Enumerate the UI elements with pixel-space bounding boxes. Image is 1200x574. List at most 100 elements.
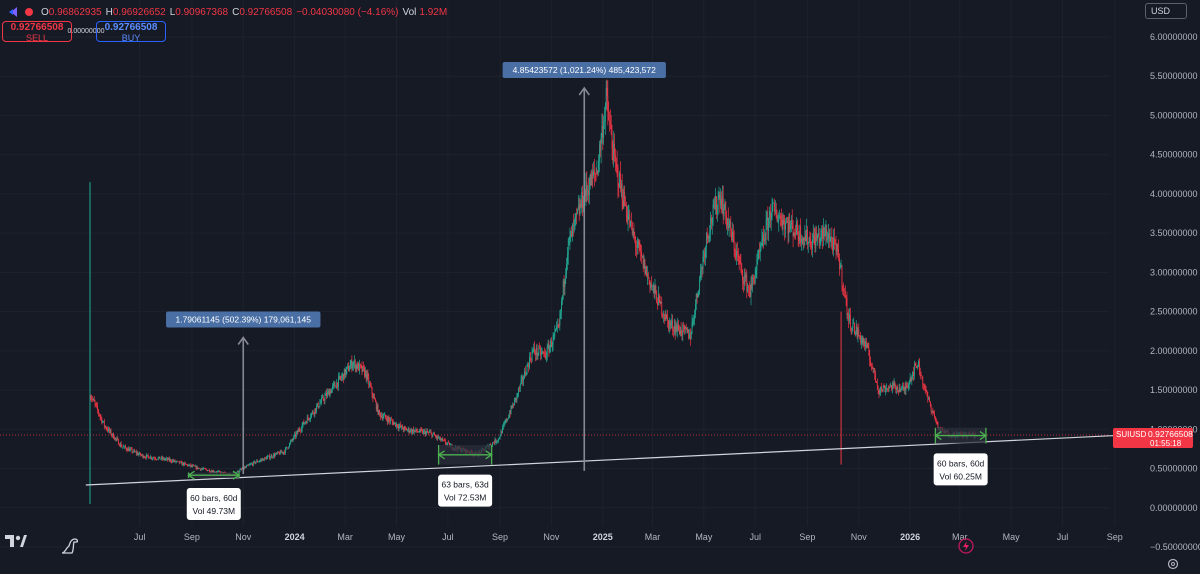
candle-body xyxy=(646,266,647,276)
candle-body xyxy=(753,279,755,283)
candle-body xyxy=(92,398,94,400)
y-tick-label: 3.00000000 xyxy=(1150,267,1198,277)
candle-body xyxy=(504,422,506,424)
candle-body xyxy=(219,471,221,472)
candle-body xyxy=(865,341,867,348)
candle-body xyxy=(364,370,366,376)
candle-body xyxy=(914,364,916,366)
drawings[interactable]: 60 bars, 60d Vol 49.73M 63 bars, 63d Vol 72… xyxy=(85,62,1115,520)
candle-body xyxy=(96,404,98,406)
candle-body xyxy=(400,424,402,428)
candle-body xyxy=(519,388,520,389)
candle-body xyxy=(210,471,211,473)
candle-body xyxy=(905,385,907,391)
dino-icon[interactable] xyxy=(60,536,80,556)
candle-body xyxy=(546,346,548,357)
candle-body xyxy=(157,457,159,460)
candle-body xyxy=(186,464,188,466)
candle-body xyxy=(652,285,654,286)
candle-body xyxy=(900,389,902,392)
candle-body xyxy=(740,262,742,264)
candle-body xyxy=(332,385,333,389)
currency-select[interactable]: USD xyxy=(1145,3,1187,19)
candle-body xyxy=(627,215,629,221)
candle-body xyxy=(764,238,766,240)
candle-body xyxy=(529,356,531,360)
candle-body xyxy=(495,439,497,443)
candle-body xyxy=(218,471,220,472)
candle-body xyxy=(106,428,108,430)
candle-body xyxy=(113,433,114,439)
candle-body xyxy=(606,87,608,97)
candle-body xyxy=(898,387,900,393)
candle-body xyxy=(166,458,168,459)
candle-body xyxy=(436,435,438,438)
candle-body xyxy=(401,425,402,428)
candle-body xyxy=(167,458,169,460)
candle-body xyxy=(327,392,328,397)
candle-body xyxy=(684,325,685,329)
candle-body xyxy=(599,144,601,151)
buy-button[interactable]: 0.92766508 BUY xyxy=(96,21,166,43)
candle-body xyxy=(130,448,132,450)
candle-body xyxy=(810,239,812,249)
y-tick-label: −0.50000000 xyxy=(1150,542,1200,552)
candle-body xyxy=(162,457,163,460)
candle-body xyxy=(369,383,370,385)
candle-body xyxy=(865,341,866,347)
candle-body xyxy=(377,405,379,415)
ohlc-legend: O 0.96862935 H 0.96926652 L 0.90967368 C… xyxy=(8,5,447,19)
candle-body xyxy=(783,219,785,221)
tradingview-logo-icon[interactable] xyxy=(5,533,27,549)
date-range-arrowhead xyxy=(232,470,241,480)
candle-body xyxy=(895,384,897,390)
candle-body xyxy=(194,465,195,467)
y-tick-label: 4.50000000 xyxy=(1150,150,1198,160)
gear-icon[interactable] xyxy=(1167,558,1179,570)
candle-body xyxy=(178,461,180,464)
candle-body xyxy=(163,457,165,460)
candle-body xyxy=(543,352,545,353)
candle-body xyxy=(924,388,926,390)
candle-body xyxy=(314,408,316,415)
candle-body xyxy=(774,202,775,211)
candle-body xyxy=(358,363,360,371)
candle-body xyxy=(311,413,312,417)
candle-body xyxy=(628,214,630,216)
flash-icon[interactable] xyxy=(958,538,974,554)
candle-body xyxy=(342,373,344,377)
candle-body xyxy=(510,406,512,414)
candle-body xyxy=(204,468,206,470)
candle-body xyxy=(587,190,589,191)
candle-body xyxy=(725,201,727,216)
candle-body xyxy=(897,387,898,391)
currency-value: USD xyxy=(1151,6,1171,16)
pair-icon[interactable] xyxy=(8,6,20,18)
x-tick-label: Jul xyxy=(749,532,761,542)
candle-body xyxy=(386,419,388,422)
candle-body xyxy=(551,340,552,347)
sell-button[interactable]: 0.92766508 SELL xyxy=(2,21,72,43)
candle-body xyxy=(263,458,264,461)
candle-body xyxy=(146,454,147,458)
candle-body xyxy=(644,260,646,275)
candle-body xyxy=(934,416,936,419)
candle-body xyxy=(913,371,914,376)
candle-body xyxy=(371,387,373,395)
candle-body xyxy=(845,297,847,299)
candle-body xyxy=(493,442,495,444)
candle-body xyxy=(756,258,758,271)
candle-body xyxy=(708,236,710,239)
candle-body xyxy=(295,434,296,437)
candle-body xyxy=(379,410,381,414)
candle-body xyxy=(807,242,809,245)
candle-body xyxy=(503,424,504,427)
candle-body xyxy=(282,452,284,454)
candle-body xyxy=(382,417,384,419)
candle-body xyxy=(921,375,923,377)
candle-body xyxy=(567,239,569,255)
candle-body xyxy=(513,404,514,406)
candle-body xyxy=(213,470,215,473)
candle-body xyxy=(508,417,509,419)
